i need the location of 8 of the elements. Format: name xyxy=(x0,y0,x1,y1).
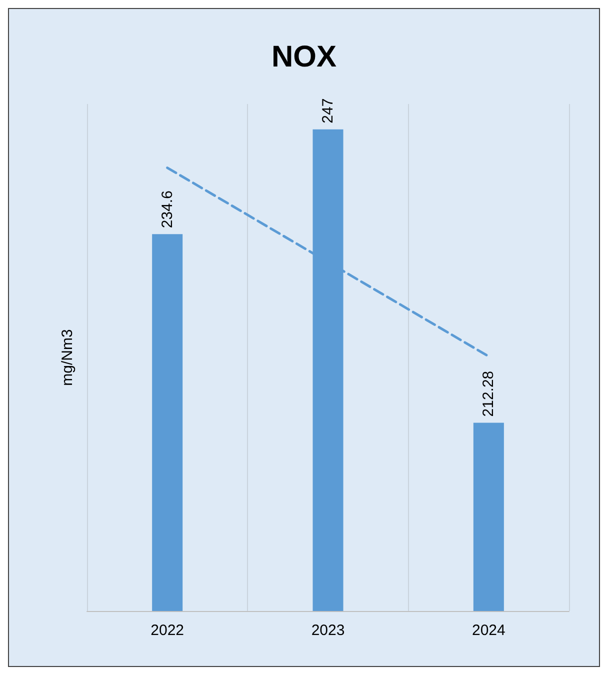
x-tick-label: 2024 xyxy=(472,622,506,639)
x-tick-label: 2023 xyxy=(311,622,345,639)
chart-title: NOX xyxy=(271,40,337,74)
data-label: 212.28 xyxy=(480,370,498,417)
data-label: 247 xyxy=(320,98,336,124)
x-tick-label: 2022 xyxy=(150,622,184,639)
y-axis-title: mg/Nm3 xyxy=(59,329,76,386)
data-label: 234.6 xyxy=(158,190,176,228)
